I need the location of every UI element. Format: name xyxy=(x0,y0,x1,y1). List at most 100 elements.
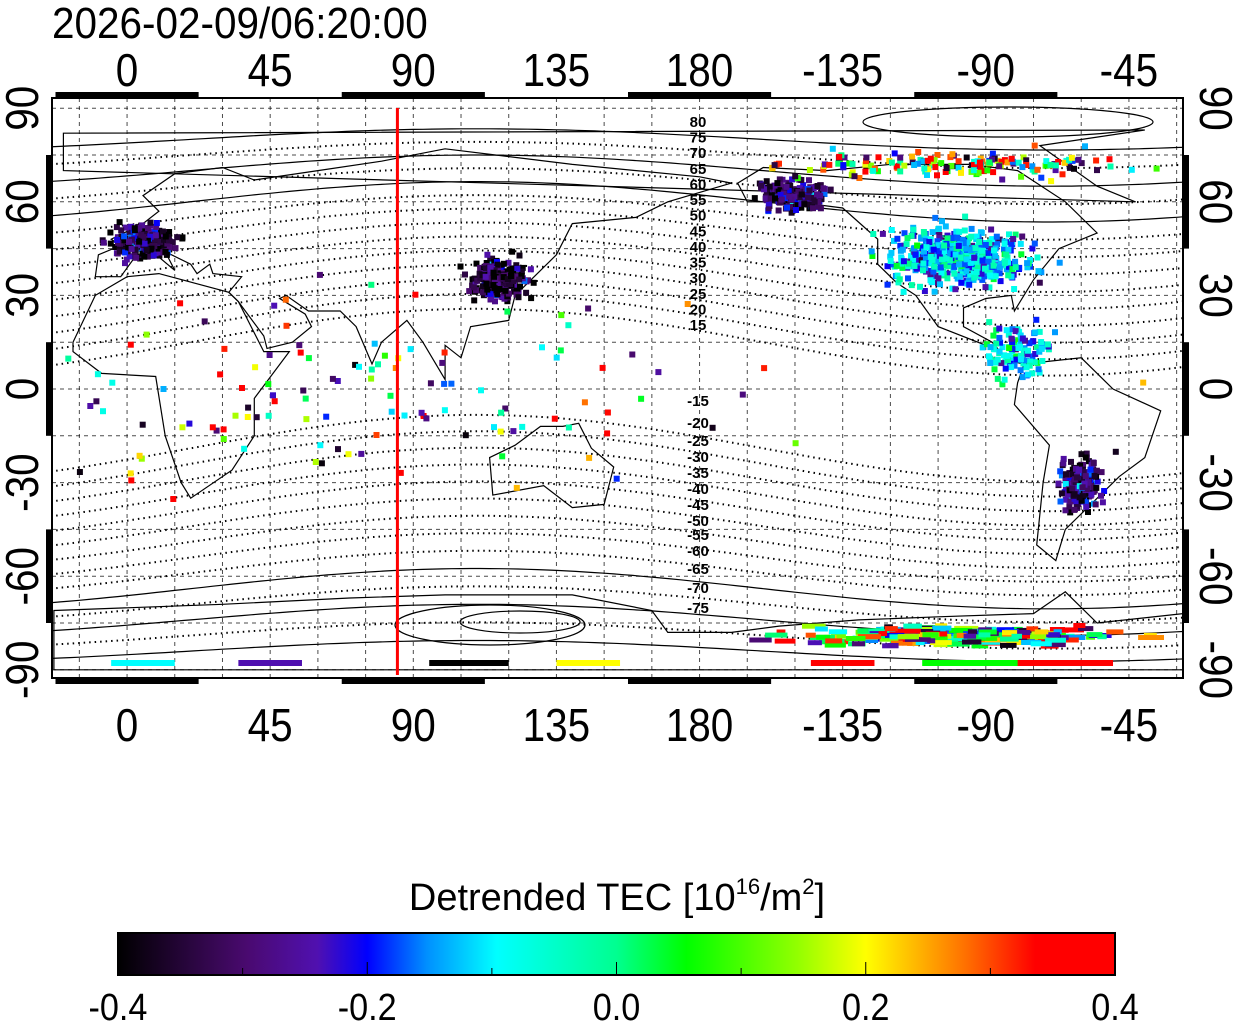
tec-data-point xyxy=(504,308,511,315)
tec-data-point xyxy=(1025,371,1031,378)
tec-data-point xyxy=(1009,339,1016,346)
tec-data-point xyxy=(1003,251,1010,258)
tec-data-point xyxy=(412,291,419,298)
tec-data-point xyxy=(993,340,1000,347)
tec-data-point xyxy=(863,154,870,161)
tec-data-point xyxy=(996,334,1003,341)
tec-data-point xyxy=(1012,264,1019,271)
tec-data-point xyxy=(763,178,770,185)
tec-data-point xyxy=(160,242,167,248)
mlat-contour xyxy=(52,128,1183,151)
tec-data-point xyxy=(1032,329,1039,336)
tec-data-point xyxy=(1024,260,1031,267)
tec-data-point xyxy=(766,183,773,190)
tec-data-point xyxy=(948,627,973,633)
tec-data-point xyxy=(147,219,154,226)
tec-data-point xyxy=(911,263,918,269)
tec-data-point xyxy=(551,415,558,422)
tec-data-point xyxy=(1044,341,1051,348)
tec-data-point xyxy=(709,424,716,431)
tec-data-point xyxy=(987,360,994,366)
tec-data-point xyxy=(122,249,129,256)
tec-data-point xyxy=(910,256,917,263)
tec-data-point xyxy=(862,638,878,643)
tec-data-point xyxy=(1023,157,1030,164)
tec-data-point xyxy=(352,361,359,368)
tec-data-point xyxy=(927,277,934,284)
tec-data-point xyxy=(893,163,900,170)
tec-data-point xyxy=(271,302,278,309)
axis-bar-segment xyxy=(341,678,485,684)
tec-data-point xyxy=(599,364,606,371)
latitude-tick-label-left: 30 xyxy=(0,273,49,318)
tec-data-point xyxy=(241,445,248,452)
tec-data-point xyxy=(368,366,375,373)
tec-data-point xyxy=(1093,467,1100,474)
tec-data-point xyxy=(802,623,826,629)
tec-data-point xyxy=(821,191,828,197)
tec-data-point xyxy=(87,403,94,409)
tec-data-point xyxy=(128,477,135,484)
tec-data-point xyxy=(979,276,986,283)
latitude-tick-label-left: 0 xyxy=(0,378,49,401)
tec-data-point xyxy=(1080,462,1087,468)
tec-data-point xyxy=(387,392,394,399)
tec-data-point xyxy=(984,167,991,174)
latitude-tick-label-right: -60 xyxy=(1189,547,1240,605)
tec-data-point xyxy=(908,282,915,289)
tec-data-point xyxy=(1060,460,1067,467)
axis-bar-segment xyxy=(46,529,52,623)
tec-data-point xyxy=(1006,345,1013,352)
colorbar-ticks: -0.4 -0.2 0.0 0.2 0.4 xyxy=(89,962,1139,1028)
tec-data-point xyxy=(949,240,956,247)
tec-data-point xyxy=(765,200,772,207)
tec-data-point xyxy=(868,248,875,255)
tec-data-point xyxy=(1071,165,1077,172)
longitude-tick-label: 0 xyxy=(116,46,139,97)
tec-data-point xyxy=(141,240,148,247)
tec-data-point xyxy=(161,236,167,243)
tec-data-point xyxy=(217,371,224,378)
tec-data-point xyxy=(987,344,994,351)
axis-bar-segment xyxy=(55,678,199,684)
tec-data-point xyxy=(976,159,983,166)
tec-data-point xyxy=(946,257,953,263)
longitude-tick-label: -90 xyxy=(957,46,1015,97)
tec-data-point xyxy=(1090,459,1097,466)
tec-data-point xyxy=(930,242,937,249)
tec-data-point xyxy=(923,237,929,244)
tec-data-point xyxy=(1027,257,1034,263)
tec-data-point xyxy=(137,255,144,262)
tec-data-point xyxy=(1062,627,1084,633)
tec-data-point xyxy=(143,331,150,338)
tec-data-point xyxy=(1020,360,1027,367)
tec-data-point xyxy=(959,236,966,243)
tec-data-point xyxy=(466,288,473,295)
tec-data-point xyxy=(974,259,981,266)
tec-data-point xyxy=(1003,327,1010,334)
mlat-label: -50 xyxy=(687,513,709,530)
tec-data-point xyxy=(978,270,985,277)
tec-data-point xyxy=(1084,485,1090,492)
tec-data-point xyxy=(911,248,918,255)
tec-data-point xyxy=(156,252,163,259)
tec-data-point xyxy=(401,412,408,419)
tec-data-point xyxy=(1001,376,1008,383)
latitude-tick-label-left: 90 xyxy=(0,86,49,131)
tec-data-point xyxy=(878,631,888,637)
tec-data-point xyxy=(1076,494,1083,501)
tec-data-point xyxy=(1008,364,1015,371)
tec-data-point xyxy=(1030,338,1037,345)
tec-data-point xyxy=(1071,495,1078,502)
tec-data-point xyxy=(930,268,937,275)
tec-data-point xyxy=(527,266,534,273)
mlat-label: -40 xyxy=(687,481,709,498)
latitude-tick-label-left: 60 xyxy=(0,179,49,224)
tec-data-point xyxy=(201,318,208,325)
tec-data-point xyxy=(956,273,963,280)
tec-data-point xyxy=(1036,369,1043,376)
tec-data-point xyxy=(499,453,506,460)
tec-data-point xyxy=(1068,154,1075,161)
tec-data-point xyxy=(955,242,962,249)
tec-data-point xyxy=(934,238,941,245)
